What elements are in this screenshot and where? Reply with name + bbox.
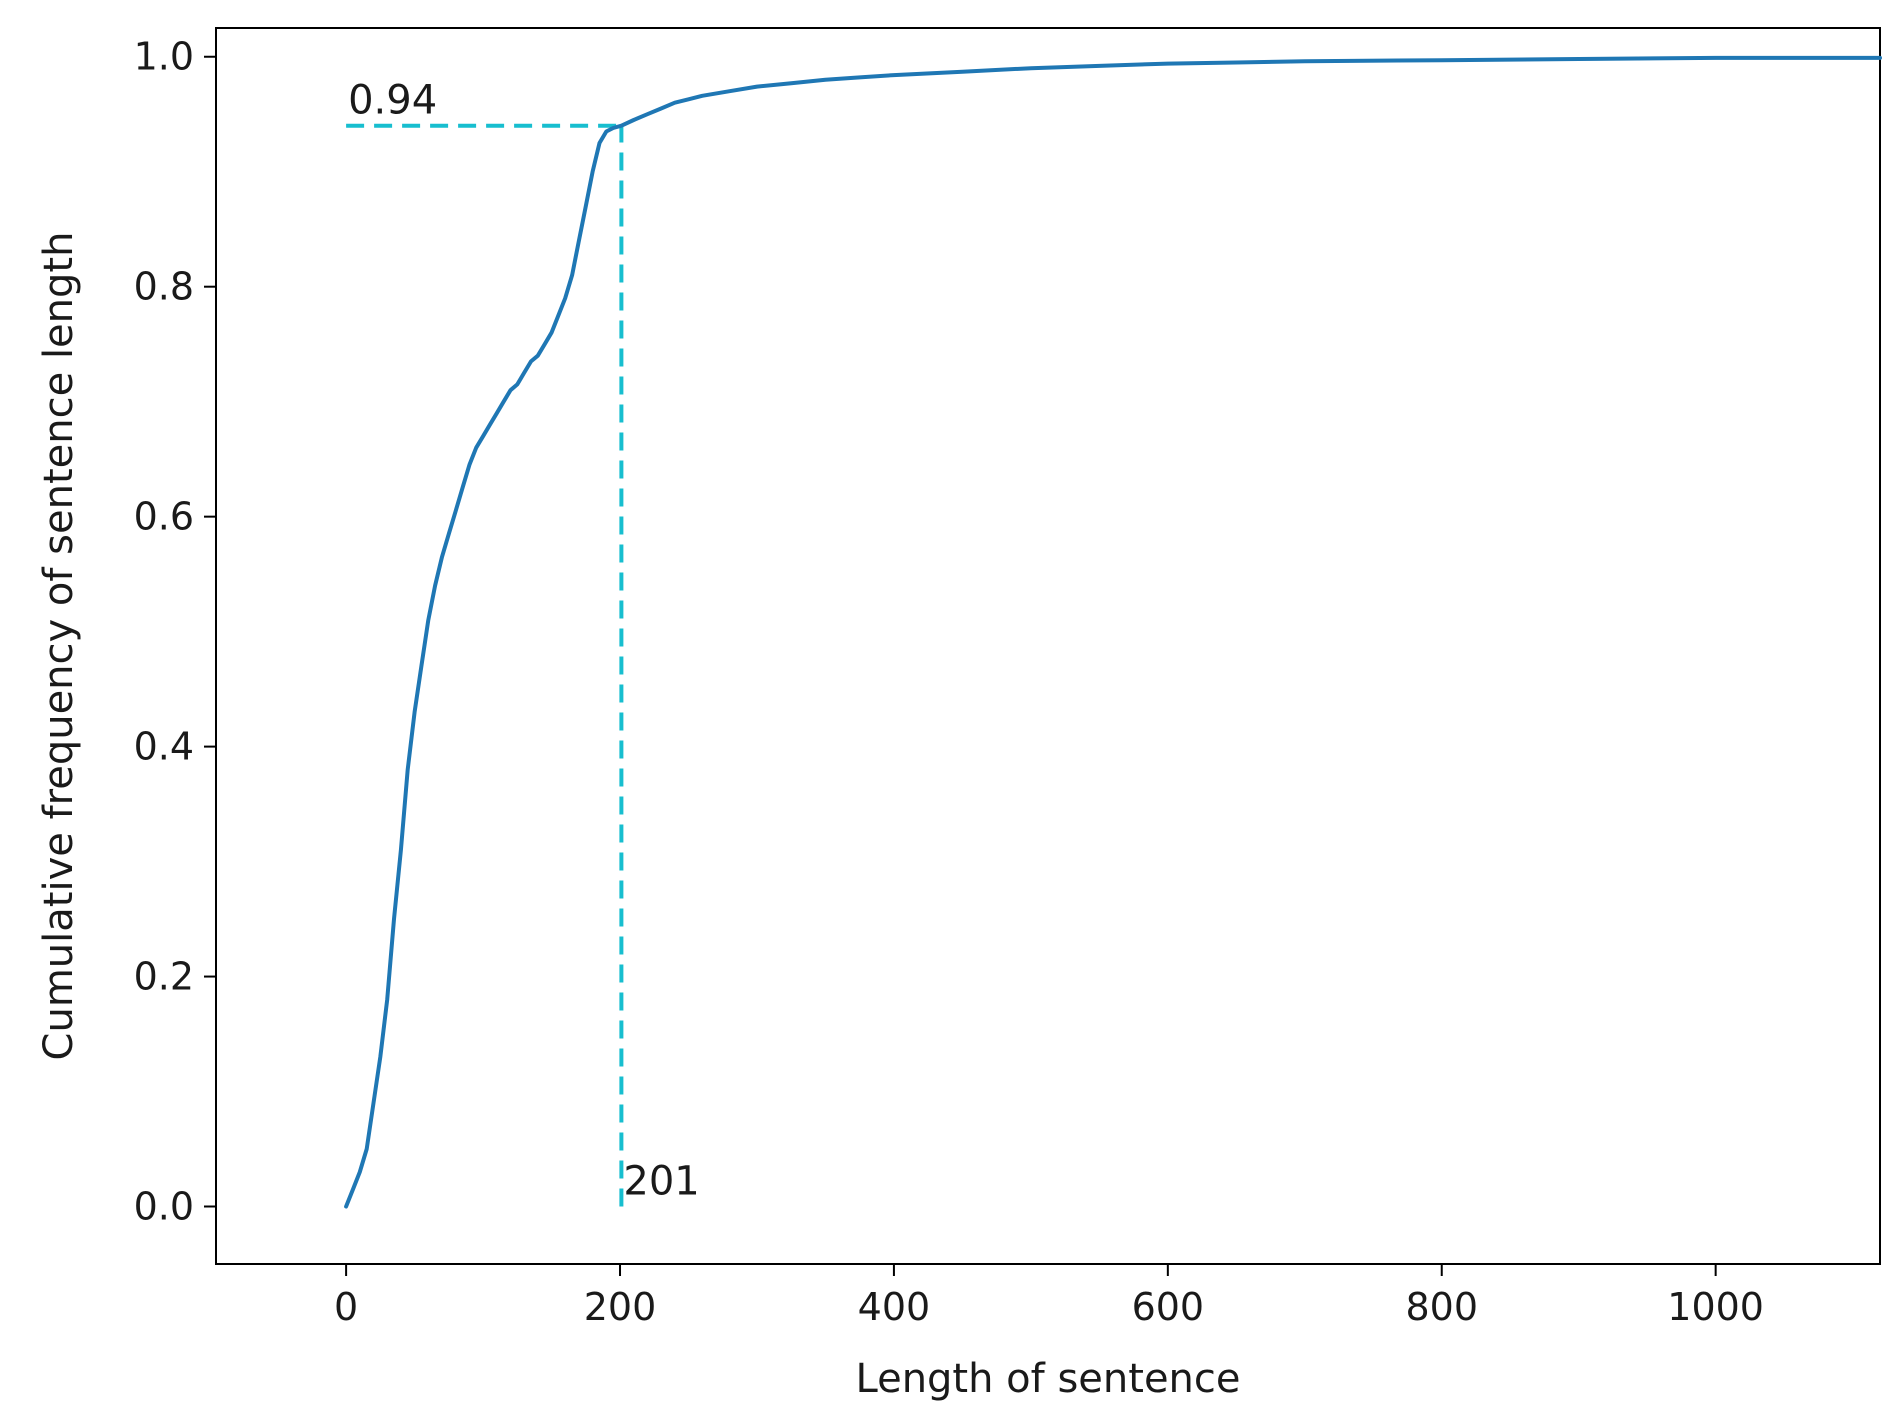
series-line-0 xyxy=(344,55,1882,1209)
x-axis-label: Length of sentence xyxy=(856,1356,1241,1402)
axis-ticks: 0 200 400 600 800 1000 0.0 0.2 0.4 0.6 0.8 1.0 xyxy=(134,35,1764,1329)
y-tick-label: 1.0 xyxy=(134,35,194,79)
annotation-1: 201 xyxy=(623,1159,699,1205)
y-tick-label: 0.2 xyxy=(134,955,194,999)
y-axis-label: Cumulative frequency of sentence length xyxy=(36,232,82,1061)
y-tick-label: 0.4 xyxy=(134,725,194,769)
annotation-0: 0.94 xyxy=(348,78,437,124)
x-tick-label: 1000 xyxy=(1667,1285,1764,1329)
x-tick-label: 0 xyxy=(334,1285,358,1329)
plot-area: 0.94 201 xyxy=(215,27,1882,1265)
y-tick-label: 0.0 xyxy=(134,1185,194,1229)
x-tick-label: 400 xyxy=(858,1285,931,1329)
x-tick-label: 800 xyxy=(1405,1285,1478,1329)
y-tick-label: 0.8 xyxy=(134,265,194,309)
plot-frame xyxy=(215,27,1881,1265)
x-tick-label: 600 xyxy=(1132,1285,1205,1329)
y-tick-label: 0.6 xyxy=(134,495,194,539)
x-tick-label: 200 xyxy=(584,1285,657,1329)
